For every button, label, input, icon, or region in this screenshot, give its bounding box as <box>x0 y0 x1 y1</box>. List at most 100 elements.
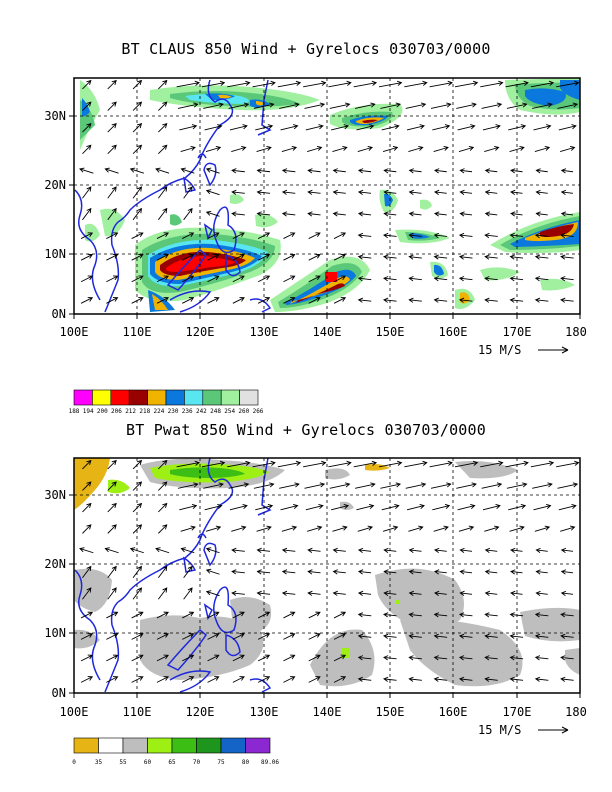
bottom-wind-arrow <box>383 612 397 618</box>
bottom-wind-arrow <box>560 569 574 575</box>
bottom-wind-arrow <box>131 676 144 683</box>
top-wind-arrow <box>557 102 579 109</box>
bottom-wind-arrow <box>456 482 477 489</box>
top-wind-arrow <box>404 80 428 88</box>
top-wind-arrow <box>433 232 448 239</box>
top-wind-arrow <box>406 124 425 131</box>
bottom-wind-arrow <box>357 612 372 618</box>
bottom-wind-arrow <box>179 503 198 511</box>
bottom-wind-arrow <box>332 569 346 575</box>
bottom-wind-arrow <box>509 655 524 661</box>
bottom-pwat-shading <box>74 458 580 687</box>
bottom-wind-arrow <box>207 654 220 662</box>
bottom-wind-arrow <box>333 611 347 619</box>
bottom-wind-arrow <box>80 633 94 640</box>
bottom-wind-arrow <box>82 502 92 513</box>
bottom-colorbar-swatch <box>122 737 148 754</box>
bottom-wind-arrow <box>560 676 574 682</box>
top-wind-arrow <box>79 167 94 174</box>
bottom-wind-arrow <box>357 655 372 661</box>
top-wind-arrow <box>458 232 473 239</box>
bottom-wind-arrow <box>106 611 119 619</box>
bottom-colorbar-swatch <box>98 737 124 754</box>
top-wind-vectors <box>79 79 580 304</box>
bottom-wind-arrow <box>305 503 324 511</box>
bottom-wind-arrow <box>107 565 117 579</box>
top-wind-arrow <box>303 80 327 88</box>
bottom-panel-title: BT Pwat 850 Wind + Gyrelocs 030703/0000 <box>126 421 486 439</box>
bottom-gridlines <box>74 458 580 693</box>
bottom-lon-label: 100E <box>60 705 89 719</box>
bottom-wind-arrow <box>308 611 321 619</box>
top-wind-arrow <box>107 207 117 221</box>
bottom-wind-arrow <box>257 633 271 640</box>
top-wind-arrow <box>380 102 402 109</box>
bottom-wind-arrow <box>231 590 245 596</box>
top-wind-arrow <box>333 275 347 283</box>
top-wind-arrow <box>357 276 372 282</box>
top-wind-arrow <box>408 145 424 153</box>
top-wind-arrow <box>353 80 378 88</box>
bottom-wind-arrow <box>560 547 574 553</box>
bottom-wind-arrow <box>204 503 223 511</box>
top-wind-arrow <box>107 123 117 133</box>
top-wind-arrow <box>534 145 551 153</box>
top-wind-arrow <box>207 232 220 239</box>
top-lon-label: 120E <box>186 325 215 339</box>
top-wind-arrow <box>429 80 453 88</box>
top-wind-arrow <box>207 275 220 283</box>
top-wind-arrow <box>454 80 479 88</box>
top-wind-arrow <box>180 145 196 153</box>
bottom-wind-arrow <box>383 633 397 639</box>
top-wind-arrow <box>228 102 250 109</box>
top-colorbar-label: 194 <box>83 408 94 415</box>
top-wind-arrow <box>80 253 94 261</box>
top-wind-arrow <box>333 232 347 239</box>
top-wind-arrow <box>106 232 119 239</box>
bottom-wind-arrow <box>80 676 94 683</box>
top-wind-arrow <box>434 211 447 217</box>
bottom-wind-arrow <box>308 654 321 662</box>
top-wind-arrow <box>484 276 498 282</box>
bottom-wind-arrow <box>560 612 574 618</box>
top-lat-label: 10N <box>44 247 66 261</box>
bottom-wind-arrow <box>156 654 169 662</box>
bottom-wind-arrow <box>82 459 92 470</box>
top-wind-arrow <box>383 189 397 195</box>
top-colorbar-label: 206 <box>111 408 122 415</box>
top-colorbar-label: 236 <box>182 408 193 415</box>
top-wind-arrow <box>80 275 94 283</box>
top-lat-label: 0N <box>52 307 66 321</box>
top-wind-arrow <box>357 297 372 303</box>
bottom-lat-label: 10N <box>44 626 66 640</box>
bottom-wind-arrow <box>535 547 548 553</box>
bottom-wind-arrow <box>207 633 220 640</box>
bottom-colorbar-label: 75 <box>217 759 225 766</box>
top-wind-arrow <box>131 253 144 261</box>
top-wind-arrow <box>205 145 222 153</box>
bottom-wind-arrow <box>408 676 422 682</box>
bottom-wind-arrow <box>82 565 92 579</box>
top-lon-label: 150E <box>376 325 405 339</box>
bottom-wind-arrow <box>356 503 375 511</box>
top-wind-arrow <box>183 207 193 221</box>
top-wind-arrow <box>132 207 143 221</box>
top-lat-label: 30N <box>44 109 66 123</box>
top-wind-arrow <box>381 124 400 131</box>
top-wind-arrow <box>484 145 500 153</box>
top-lon-label: 110E <box>123 325 152 339</box>
bottom-colorbar-swatch <box>73 737 99 754</box>
top-wind-arrow <box>383 232 397 239</box>
bottom-colorbar-swatch <box>147 737 173 754</box>
top-wind-arrow <box>281 145 298 153</box>
top-wind-arrow <box>232 253 245 261</box>
top-wind-arrow <box>332 211 346 217</box>
bottom-wind-arrow <box>484 547 498 553</box>
bottom-wind-arrow <box>129 547 144 554</box>
bottom-wind-arrow <box>534 612 549 618</box>
bottom-wind-arrow <box>257 654 271 662</box>
top-wind-arrow <box>508 124 527 131</box>
bottom-wind-arrow <box>182 676 195 683</box>
top-colorbar-label: 212 <box>125 408 136 415</box>
bottom-wind-arrow <box>104 547 119 554</box>
